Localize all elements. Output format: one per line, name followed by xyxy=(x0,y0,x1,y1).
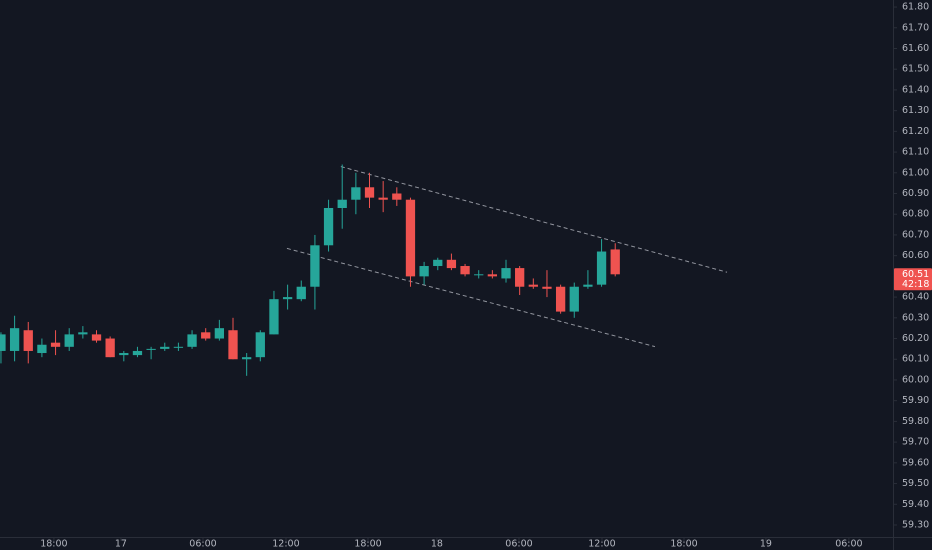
candle-body xyxy=(50,342,61,347)
candle-body xyxy=(214,328,225,339)
x-tick-label: 17 xyxy=(115,539,127,550)
candle-body xyxy=(515,268,525,287)
y-tick-label: 60.60 xyxy=(902,250,929,261)
candle-body xyxy=(255,332,265,358)
y-tick-label: 59.40 xyxy=(902,499,929,510)
y-tick-label: 61.50 xyxy=(902,64,929,75)
candle-body xyxy=(119,353,129,356)
y-tick-label: 59.70 xyxy=(902,437,929,448)
candle-body xyxy=(269,299,279,335)
candle-body xyxy=(91,334,102,341)
y-tick-label: 61.10 xyxy=(902,147,929,158)
candle-body xyxy=(228,330,238,360)
candle-body xyxy=(474,274,484,276)
candle-body xyxy=(310,245,320,287)
candle-body xyxy=(596,251,607,285)
candle-body xyxy=(419,266,429,277)
x-tick-label: 19 xyxy=(760,539,772,550)
candle-body xyxy=(460,266,470,275)
candle-body xyxy=(146,348,156,350)
y-tick-label: 60.80 xyxy=(902,209,929,220)
y-tick-label: 61.70 xyxy=(902,22,929,33)
candle-body xyxy=(555,286,566,312)
trend-line xyxy=(340,166,728,273)
candle-body xyxy=(446,259,457,269)
y-tick-label: 60.30 xyxy=(902,312,929,323)
y-tick-label: 59.50 xyxy=(902,478,929,489)
candle-body xyxy=(323,208,334,246)
candle-body xyxy=(173,346,184,348)
y-tick-label: 61.60 xyxy=(902,43,929,54)
y-tick-label: 60.90 xyxy=(902,188,929,199)
y-tick-label: 59.60 xyxy=(902,457,929,468)
y-tick-label: 59.80 xyxy=(902,416,929,427)
candle-body xyxy=(351,187,361,200)
y-tick-label: 61.30 xyxy=(902,105,929,116)
trend-line xyxy=(286,247,656,348)
y-tick-label: 60.20 xyxy=(902,333,929,344)
candle-body xyxy=(528,284,538,287)
x-tick-label: 12:00 xyxy=(588,539,615,550)
y-tick-label: 60.70 xyxy=(902,229,929,240)
candle-body xyxy=(242,357,252,360)
candle-body xyxy=(23,330,33,351)
x-tick-label: 18:00 xyxy=(354,539,381,550)
candle-body xyxy=(569,286,579,312)
candle-body xyxy=(105,338,115,358)
y-tick-label: 60.40 xyxy=(902,292,929,303)
candle-body xyxy=(392,193,402,200)
candle-body xyxy=(37,344,47,354)
candle-body xyxy=(501,268,511,279)
candle-body xyxy=(64,334,74,347)
y-tick-label: 61.20 xyxy=(902,126,929,137)
x-tick-label: 12:00 xyxy=(272,539,299,550)
candle-body xyxy=(160,346,170,349)
candle-body xyxy=(0,334,6,351)
y-tick-label: 60.00 xyxy=(902,374,929,385)
x-tick-label: 18 xyxy=(431,539,443,550)
y-tick-label: 60.10 xyxy=(902,354,929,365)
candle-body xyxy=(296,286,306,300)
candle-body xyxy=(542,286,552,289)
candle-body xyxy=(610,249,620,275)
y-tick-label: 61.40 xyxy=(902,84,929,95)
candle-body xyxy=(583,284,593,287)
y-tick-label: 61.80 xyxy=(902,2,929,13)
candle-body xyxy=(433,259,443,267)
y-tick-label: 59.90 xyxy=(902,395,929,406)
candle-body xyxy=(337,199,347,209)
countdown-label: 42:18 xyxy=(902,279,929,290)
candle-body xyxy=(201,332,211,339)
candle-body xyxy=(78,332,88,335)
last-price-label: 60.51 xyxy=(902,269,929,280)
y-tick-label: 61.00 xyxy=(902,167,929,178)
y-tick-label: 59.30 xyxy=(902,519,929,530)
candle-body xyxy=(378,197,388,200)
candle-body xyxy=(405,199,416,277)
last-price-box xyxy=(894,268,932,291)
x-tick-label: 18:00 xyxy=(670,539,697,550)
candle-body xyxy=(364,187,375,198)
candle-body xyxy=(187,334,197,347)
x-tick-label: 06:00 xyxy=(835,539,862,550)
x-tick-label: 06:00 xyxy=(189,539,216,550)
x-tick-label: 06:00 xyxy=(505,539,532,550)
candle-body xyxy=(487,274,498,277)
candle-body xyxy=(282,297,293,300)
candle-body xyxy=(132,350,143,356)
x-tick-label: 18:00 xyxy=(40,539,67,550)
candle-body xyxy=(9,328,20,351)
